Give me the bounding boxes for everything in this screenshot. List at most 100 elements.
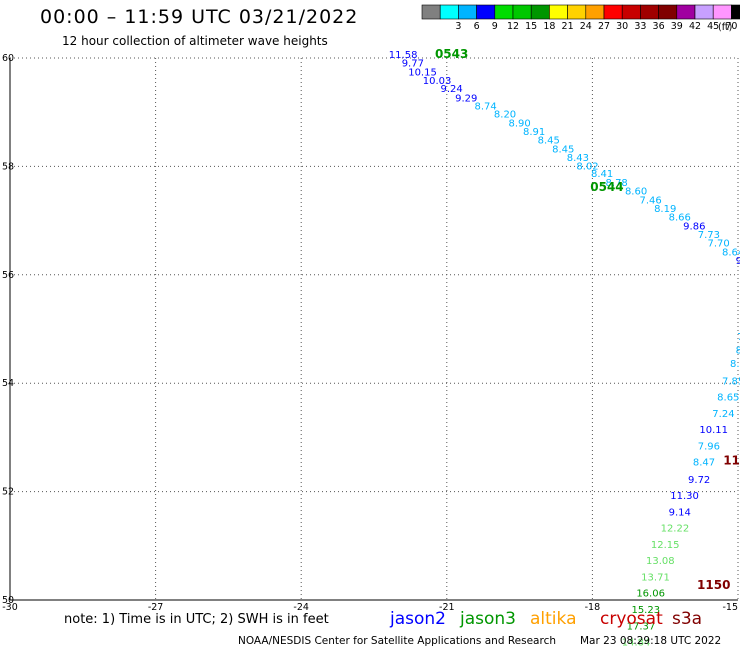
swh-value-label: 9.72 xyxy=(688,475,710,486)
swh-value-label: 7 xyxy=(737,332,740,343)
legend-swatch xyxy=(658,4,678,20)
legend-tick-label: 36 xyxy=(653,21,665,32)
y-tick-label: 56 xyxy=(2,270,14,281)
swh-value-label: 16.06 xyxy=(636,589,665,600)
legend-swatch xyxy=(549,4,568,20)
legend-swatch xyxy=(421,4,441,20)
legend-swatch xyxy=(731,4,740,20)
swh-value-label: 12.15 xyxy=(651,540,680,551)
legend-tick-label: 24 xyxy=(580,21,592,32)
legend-swatch xyxy=(676,4,696,20)
y-tick-label: 52 xyxy=(2,487,14,498)
note-text: note: 1) Time is in UTC; 2) SWH is in fe… xyxy=(64,612,329,627)
satellite-altika-label: altika xyxy=(530,609,577,629)
x-tick-label: -21 xyxy=(439,602,455,613)
swh-value-label: 12.22 xyxy=(661,524,690,535)
swh-value-label: 8.66 xyxy=(669,213,691,224)
legend-swatch xyxy=(512,4,532,20)
x-tick-label: -24 xyxy=(293,602,309,613)
color-scale-legend: 3 6 9 12 15 18 21 24 27 30 33 36 39 42 45 70 xyxy=(421,4,740,32)
legend-tick-label: 39 xyxy=(671,21,683,32)
grid-lines xyxy=(10,57,739,600)
swh-value-label: 11.58 xyxy=(389,50,418,61)
legend-swatch xyxy=(621,4,641,20)
swh-value-label: 8.45 xyxy=(552,144,574,155)
x-tick-label: -27 xyxy=(148,602,164,613)
swh-value-label: 10.11 xyxy=(699,425,728,436)
swh-value-label: 9.86 xyxy=(683,221,705,232)
x-tick-label: -15 xyxy=(722,602,738,613)
swh-value-label: 13.71 xyxy=(641,572,670,583)
legend-swatch xyxy=(603,4,623,20)
swh-value-label: 14.84 xyxy=(622,638,651,649)
swh-value-label: 8.20 xyxy=(494,110,516,121)
pass-time-label: 0544 xyxy=(590,180,623,194)
swh-value-label: 8.43 xyxy=(567,153,589,164)
swh-value-label: 7.73 xyxy=(698,230,720,241)
time-labels: 0543 0544 1150 11.4 xyxy=(435,47,740,592)
swh-value-label: 17.37 xyxy=(627,621,656,632)
swh-value-label: 7.70 xyxy=(707,239,729,250)
x-tick-label: -18 xyxy=(585,602,601,613)
legend-tick-label: 15 xyxy=(525,21,537,32)
satellite-jason2-label: jason2 xyxy=(390,609,446,629)
legend-swatch xyxy=(439,4,459,20)
swh-value-label: 8.0 xyxy=(730,359,740,370)
swh-value-label: 13.08 xyxy=(646,556,675,567)
legend-units: (ft) xyxy=(718,22,733,33)
legend-tick-label: 9 xyxy=(492,21,498,32)
y-tick-label: 60 xyxy=(2,53,14,64)
footer-timestamp: Mar 23 08:29:18 UTC 2022 xyxy=(580,635,722,647)
x-tick-label: -30 xyxy=(2,602,18,613)
pass-time-label: 1150 xyxy=(697,578,730,592)
legend-swatch xyxy=(567,4,587,20)
legend-tick-label: 45 xyxy=(707,21,719,32)
swh-value-label: 9.77 xyxy=(402,59,424,70)
y-tick-label: 50 xyxy=(2,595,14,606)
legend-swatch xyxy=(712,4,732,20)
plot-frame xyxy=(9,58,738,601)
swh-value-label: 8.74 xyxy=(474,101,496,112)
swh-value-label: 8.65 xyxy=(717,393,739,404)
legend-tick-label: 18 xyxy=(543,21,555,32)
swh-value-label: 8.91 xyxy=(523,127,545,138)
swh-value-label: 8.19 xyxy=(654,204,676,215)
y-tick-label: 58 xyxy=(2,161,14,172)
swh-value-label: 7.24 xyxy=(712,409,734,420)
legend-tick-label: 21 xyxy=(562,21,574,32)
satellite-jason3-label: jason3 xyxy=(460,609,516,629)
swh-value-label: 8.02 xyxy=(576,162,598,173)
swh-value-label: 8.41 xyxy=(591,169,613,180)
legend-tick-label: 27 xyxy=(598,21,610,32)
legend-swatch xyxy=(640,4,659,20)
swh-value-label: 8.60 xyxy=(625,187,647,198)
swh-value-label: 8. xyxy=(736,345,740,356)
swh-value-label: 11.30 xyxy=(670,491,699,502)
legend-tick-label: 3 xyxy=(455,21,461,32)
legend-swatch xyxy=(476,4,496,20)
satellite-s3a-label: s3a xyxy=(672,609,703,629)
legend-swatch xyxy=(458,4,477,20)
swh-value-label: 7.85 xyxy=(722,376,740,387)
swh-value-label: 10.15 xyxy=(408,67,437,78)
legend-tick-label: 33 xyxy=(634,21,646,32)
pass-time-label: 11.4 xyxy=(723,454,740,468)
swh-value-label: 7.96 xyxy=(698,441,720,452)
swh-value-label: 8.78 xyxy=(606,178,628,189)
chart-title: 00:00 – 11:59 UTC 03/21/2022 xyxy=(40,6,359,28)
legend-tick-label: 6 xyxy=(474,21,480,32)
satellite-cryosat-label: cryosat xyxy=(600,609,663,629)
pass-time-label: 0543 xyxy=(435,47,468,61)
tick-labels: -30 -27 -24 -21 -18 -15 50 52 54 56 58 60 xyxy=(2,53,738,613)
legend-tick-label: 12 xyxy=(507,21,519,32)
swh-value-label: 9.24 xyxy=(441,84,463,95)
legend-tick-label: 42 xyxy=(689,21,701,32)
footer-credit: NOAA/NESDIS Center for Satellite Applica… xyxy=(238,635,556,647)
swh-value-label: 9. xyxy=(736,256,740,267)
swh-value-label: 9.14 xyxy=(669,507,691,518)
chart-subtitle: 12 hour collection of altimeter wave hei… xyxy=(62,34,328,48)
swh-value-label: 8.64 xyxy=(722,247,740,258)
swh-value-label: 8.90 xyxy=(508,118,530,129)
data-points: 11.589.7710.1510.039.249.298.748.208.908… xyxy=(389,50,740,649)
